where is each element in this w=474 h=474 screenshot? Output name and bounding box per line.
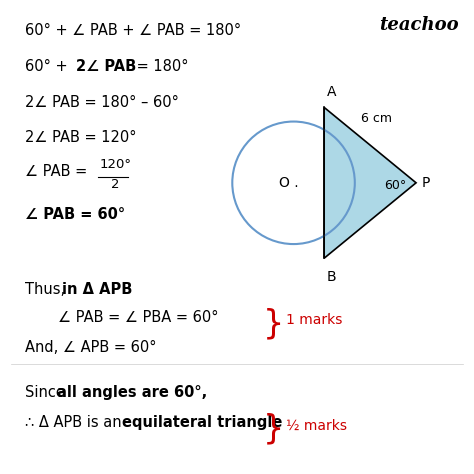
Text: Since: Since — [25, 385, 70, 401]
Text: P: P — [422, 176, 430, 190]
Text: 6 cm: 6 cm — [361, 112, 392, 125]
Text: ∠ PAB =: ∠ PAB = — [25, 164, 92, 179]
Text: in Δ APB: in Δ APB — [62, 282, 132, 297]
Text: Thus,: Thus, — [25, 282, 70, 297]
Text: 2: 2 — [111, 178, 119, 191]
Text: 60° +: 60° + — [25, 59, 72, 74]
Text: 2∠ PAB = 120°: 2∠ PAB = 120° — [25, 130, 137, 145]
Text: ∠ PAB = ∠ PBA = 60°: ∠ PAB = ∠ PBA = 60° — [58, 310, 219, 325]
Polygon shape — [324, 108, 416, 258]
Text: }: } — [263, 308, 284, 341]
Text: O .: O . — [279, 176, 299, 190]
Text: A: A — [327, 85, 336, 99]
Text: 2∠ PAB: 2∠ PAB — [76, 59, 136, 74]
Text: 60°: 60° — [384, 179, 406, 191]
Text: all angles are 60°,: all angles are 60°, — [57, 385, 207, 401]
Text: 60° + ∠ PAB + ∠ PAB = 180°: 60° + ∠ PAB + ∠ PAB = 180° — [25, 23, 241, 37]
Text: teachoo: teachoo — [379, 16, 458, 34]
Text: ∴ Δ APB is an: ∴ Δ APB is an — [25, 415, 126, 430]
Text: }: } — [263, 412, 284, 445]
Text: equilateral triangle: equilateral triangle — [121, 415, 282, 430]
Text: 1 marks: 1 marks — [286, 313, 343, 328]
Text: 2∠ PAB = 180° – 60°: 2∠ PAB = 180° – 60° — [25, 95, 179, 109]
Text: 120°: 120° — [100, 158, 131, 171]
Text: ½ marks: ½ marks — [286, 419, 347, 432]
Text: And, ∠ APB = 60°: And, ∠ APB = 60° — [25, 340, 156, 355]
Text: B: B — [327, 270, 336, 284]
Text: ∠ PAB = 60°: ∠ PAB = 60° — [25, 207, 125, 222]
Text: = 180°: = 180° — [132, 59, 189, 74]
